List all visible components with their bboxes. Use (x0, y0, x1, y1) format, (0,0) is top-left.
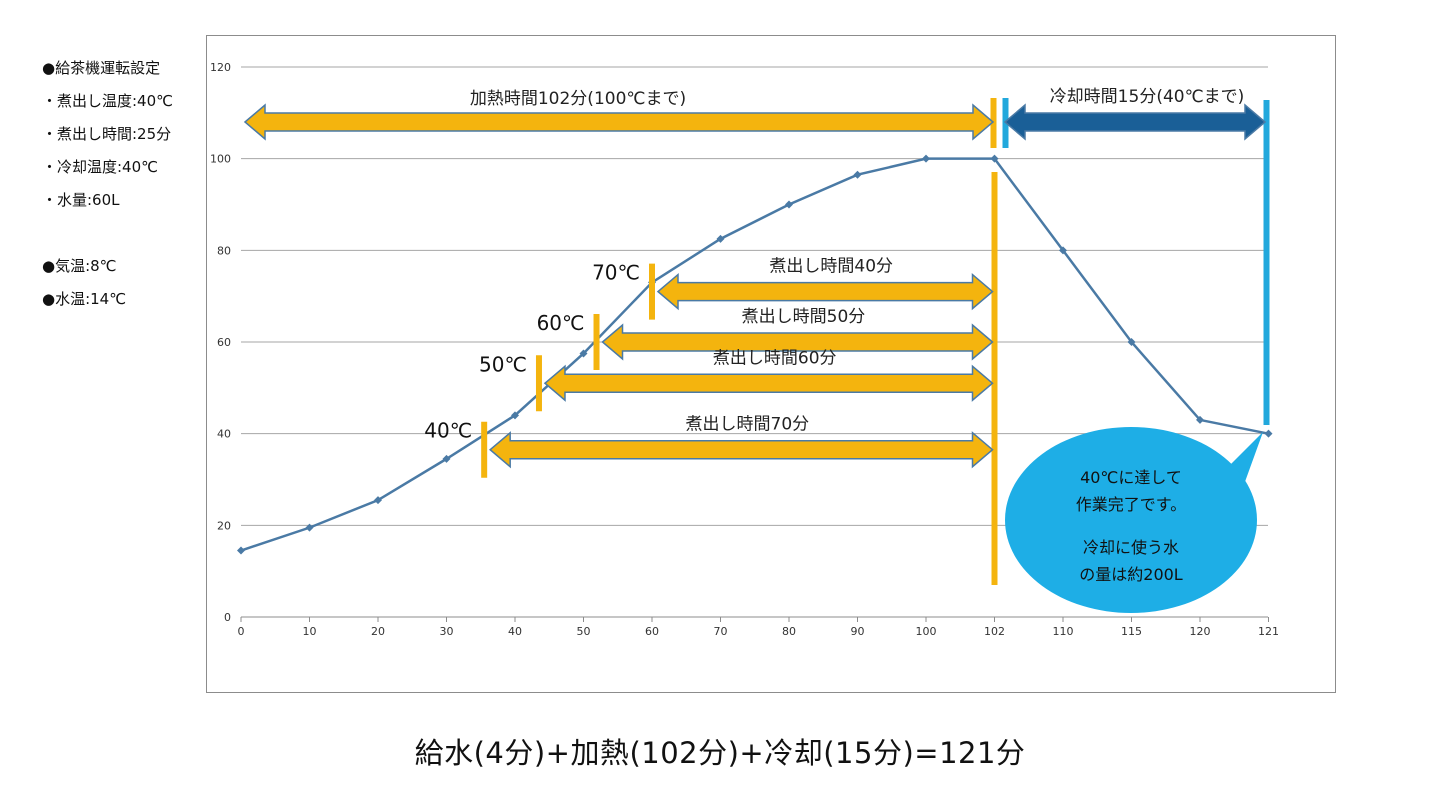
x-tick-label: 50 (577, 625, 591, 638)
bubble-text: 冷却に使う水 (1083, 538, 1179, 557)
time-formula: 給水(4分)+加熱(102分)+冷却(15分)=121分 (414, 736, 1026, 770)
brew-time-label: 煮出し時間60分 (713, 348, 837, 368)
completion-bubble (1005, 427, 1257, 613)
brew-time-label: 煮出し時間40分 (769, 257, 893, 277)
brew-arrow (489, 431, 994, 469)
y-tick-label: 60 (217, 336, 231, 349)
settings-panel: ●給茶機運転設定 ・煮出し温度:40℃ ・煮出し時間:25分 ・冷却温度:40℃… (42, 52, 173, 316)
x-tick-label: 121 (1258, 625, 1279, 638)
env-air-temp: ●気温:8℃ (42, 257, 117, 275)
setting-brew-time: ・煮出し時間:25分 (42, 125, 172, 143)
data-point (1059, 246, 1067, 255)
x-tick-label: 0 (238, 625, 245, 638)
setting-brew-temp: ・煮出し温度:40℃ (42, 92, 173, 110)
x-tick-label: 80 (782, 625, 796, 638)
x-tick-label: 20 (371, 625, 385, 638)
x-tick-label: 120 (1190, 625, 1211, 638)
y-tick-label: 80 (217, 244, 231, 257)
cooling-label: 冷却時間15分(40℃まで) (1050, 87, 1245, 107)
y-tick-label: 40 (217, 428, 231, 441)
bubble-text: 作業完了です。 (1076, 495, 1186, 514)
brew-temp-label: 50℃ (479, 352, 527, 376)
data-point (1264, 429, 1273, 438)
data-point (374, 496, 382, 505)
x-tick-label: 10 (303, 625, 317, 638)
data-point (511, 411, 519, 420)
brew-time-label: 煮出し時間50分 (742, 307, 866, 327)
temperature-line (240, 157, 1269, 552)
brew-temp-label: 60℃ (537, 311, 585, 335)
data-point (305, 523, 314, 532)
x-tick-label: 115 (1121, 625, 1142, 638)
data-point (853, 170, 862, 179)
brew-temp-label: 40℃ (424, 419, 472, 443)
x-tick-label: 90 (851, 625, 865, 638)
x-tick-label: 40 (508, 625, 522, 638)
data-point (922, 154, 930, 163)
brew-arrow (543, 364, 994, 402)
data-point (579, 349, 588, 358)
x-tick-label: 110 (1053, 625, 1074, 638)
x-tick-label: 60 (645, 625, 659, 638)
cooling-arrow (1003, 103, 1267, 141)
heating-label: 加熱時間102分(100℃まで) (470, 89, 686, 109)
env-water-temp: ●水温:14℃ (42, 290, 127, 308)
data-point (1127, 338, 1136, 346)
x-tick-label: 30 (440, 625, 454, 638)
y-tick-label: 20 (217, 519, 231, 532)
brew-time-label: 煮出し時間70分 (686, 415, 810, 435)
brew-temp-label: 70℃ (592, 261, 640, 285)
y-tick-label: 0 (224, 611, 231, 624)
brew-arrow (656, 272, 994, 311)
setting-cool-temp: ・冷却温度:40℃ (42, 158, 158, 176)
data-point (442, 454, 451, 463)
data-point (785, 200, 793, 209)
x-tick-label: 70 (714, 625, 728, 638)
heating-arrow (243, 103, 995, 141)
data-point (716, 234, 725, 243)
brew-arrow (601, 323, 994, 361)
data-point (990, 154, 999, 163)
y-tick-label: 120 (210, 61, 231, 74)
setting-water-volume: ・水量:60L (42, 191, 120, 209)
y-tick-label: 100 (210, 153, 231, 166)
x-tick-label: 102 (984, 625, 1005, 638)
chart-frame (206, 35, 1336, 693)
data-point (237, 546, 245, 555)
bubble-text: の量は約200L (1079, 565, 1183, 584)
data-point (1196, 415, 1204, 424)
x-tick-label: 100 (916, 625, 937, 638)
bubble-text: 40℃に達して (1080, 468, 1182, 487)
settings-heading: ●給茶機運転設定 (42, 59, 161, 77)
